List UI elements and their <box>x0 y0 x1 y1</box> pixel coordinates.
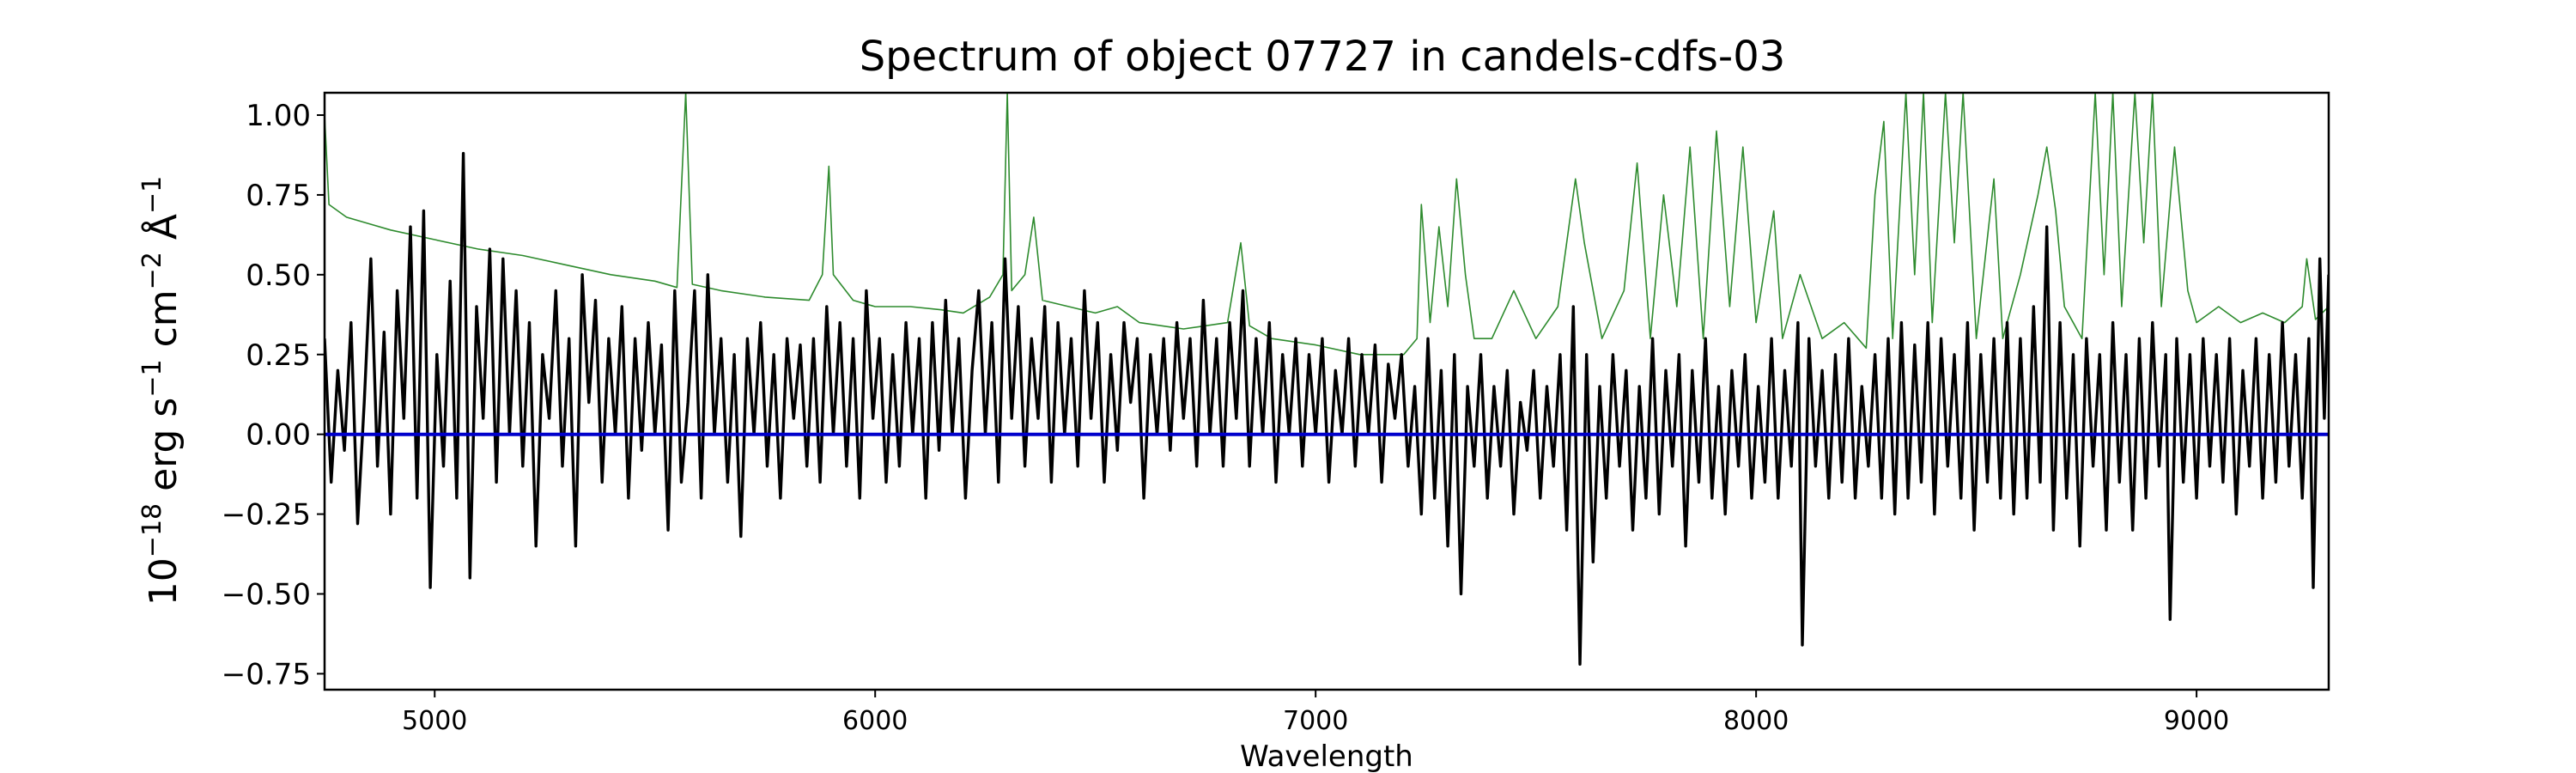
y-tick-label: −0.50 <box>222 578 311 612</box>
y-label-exp4: −1 <box>137 176 167 214</box>
y-tick-label: 1.00 <box>246 99 311 133</box>
y-axis-label: 10−18 erg s−1 cm−2 Å−1 <box>137 176 185 606</box>
x-tick-label: 9000 <box>2164 706 2229 736</box>
y-label-unit-cm: cm <box>142 289 185 359</box>
y-label-exp3: −2 <box>137 252 167 289</box>
y-tick-label: −0.75 <box>222 657 311 691</box>
y-label-exp2: −1 <box>137 359 167 397</box>
x-axis: 5000 6000 7000 8000 9000 <box>402 690 2229 736</box>
y-label-unit-angstrom: Å <box>140 214 185 252</box>
y-tick-label: 0.50 <box>246 259 311 293</box>
x-tick-label: 6000 <box>842 706 908 736</box>
plot-frame <box>323 91 2330 691</box>
y-label-base: 10 <box>142 557 185 606</box>
y-tick-label: 0.00 <box>246 418 311 453</box>
x-tick-label: 5000 <box>402 706 467 736</box>
series-layer <box>325 93 2329 666</box>
y-label-unit-erg: erg s <box>142 398 185 503</box>
y-tick-label: −0.25 <box>222 498 311 533</box>
x-tick-label: 7000 <box>1283 706 1348 736</box>
x-axis-label: Wavelength <box>1240 740 1413 773</box>
x-tick-label: 8000 <box>1723 706 1789 736</box>
y-tick-label: 0.25 <box>246 338 311 373</box>
y-axis: −0.75 −0.50 −0.25 0.00 0.25 0.50 0.75 1.00 <box>222 99 325 691</box>
series-line-flux <box>325 151 2329 666</box>
series-line-error <box>325 93 2329 356</box>
y-tick-label: 0.75 <box>246 179 311 213</box>
chart-title: Spectrum of object 07727 in candels-cdfs… <box>860 33 1786 81</box>
y-label-exp1: −18 <box>137 503 167 557</box>
